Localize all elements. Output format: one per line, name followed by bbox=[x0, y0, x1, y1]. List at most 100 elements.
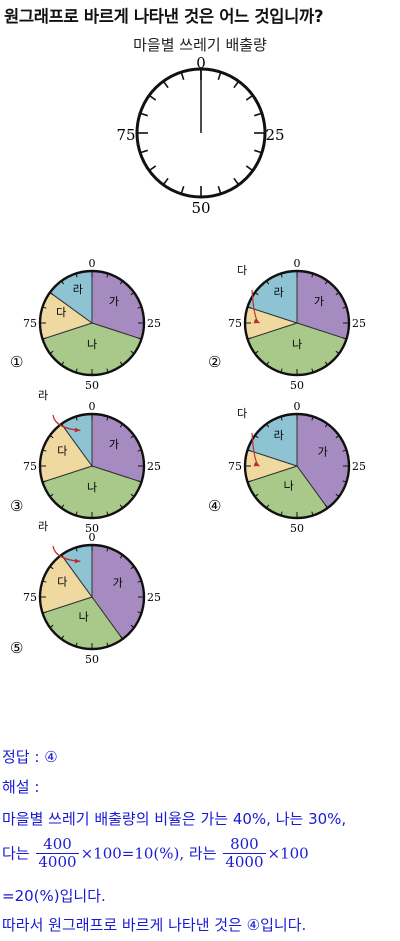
pie-scale-label-left: 75 bbox=[23, 317, 37, 330]
pie-scale-label-top: 0 bbox=[294, 257, 301, 270]
pie-tick bbox=[137, 306, 142, 309]
slice-label-ga: 가 bbox=[109, 295, 119, 308]
scale-tick bbox=[233, 177, 240, 186]
pie-tick bbox=[335, 493, 340, 497]
pie-tick bbox=[266, 423, 270, 428]
answer-label: 정답 : bbox=[2, 748, 40, 766]
pie-scale-label-left: 75 bbox=[228, 317, 242, 330]
pie-tick bbox=[106, 273, 109, 278]
pie-tick bbox=[247, 306, 252, 309]
pie-tick bbox=[342, 449, 347, 452]
scale-tick bbox=[245, 94, 254, 101]
pie-scale-label-right: 25 bbox=[147, 460, 161, 473]
explain-label: 해설 : bbox=[2, 778, 40, 796]
scale-tick bbox=[180, 186, 185, 195]
pie-tick bbox=[61, 504, 65, 509]
fraction-2-numerator: 800 bbox=[223, 835, 266, 855]
scale-label-75: 75 bbox=[116, 126, 135, 144]
pie-tick bbox=[130, 350, 135, 354]
slice-label-da: 다 bbox=[56, 306, 66, 319]
pie-scale-label-bottom: 50 bbox=[290, 379, 304, 392]
pie-tick bbox=[324, 423, 328, 428]
pie-tick bbox=[280, 511, 283, 516]
pie-tick bbox=[335, 292, 340, 296]
slice-label-da: 다 bbox=[57, 575, 67, 588]
pie-tick bbox=[49, 624, 54, 628]
explain-line-3: =20(%)입니다. bbox=[2, 887, 106, 905]
choice-marker-4: ④ bbox=[208, 497, 221, 515]
pie-tick bbox=[137, 580, 142, 583]
scale-tick bbox=[162, 177, 169, 186]
pie-tick bbox=[75, 368, 78, 373]
explain-line-1: 마을별 쓰레기 배출량의 비율은 가는 40%, 나는 30%, bbox=[2, 810, 347, 828]
pie-tick bbox=[324, 504, 328, 509]
pie-tick bbox=[49, 493, 54, 497]
pie-tick bbox=[254, 493, 259, 497]
pie-tick bbox=[49, 292, 54, 296]
pie-tick bbox=[119, 504, 123, 509]
pie-scale-label-right: 25 bbox=[147, 591, 161, 604]
scale-tick bbox=[139, 112, 148, 117]
choice-marker-1: ① bbox=[10, 353, 23, 371]
scale-tick bbox=[217, 71, 222, 80]
pie-tick bbox=[75, 642, 78, 647]
choice-chart-1: 가나 다라0 25 50 75 ① bbox=[10, 257, 161, 392]
fraction-1-numerator: 400 bbox=[36, 835, 79, 855]
pie-scale-label-right: 25 bbox=[147, 317, 161, 330]
pie-tick bbox=[311, 273, 314, 278]
slice-label-na: 나 bbox=[79, 611, 89, 624]
pie-tick bbox=[49, 350, 54, 354]
pie-tick bbox=[106, 547, 109, 552]
pie-tick bbox=[311, 416, 314, 421]
fraction-1-denominator: 4000 bbox=[38, 853, 77, 872]
scale-tick bbox=[148, 94, 157, 101]
pie-tick bbox=[130, 493, 135, 497]
pie-scale-label-right: 25 bbox=[352, 317, 366, 330]
pie-scale-label-bottom: 50 bbox=[85, 379, 99, 392]
choice-marker-3: ③ bbox=[10, 497, 23, 515]
pie-scale-label-top: 0 bbox=[294, 400, 301, 413]
slice-label-na: 나 bbox=[292, 338, 302, 351]
answer-value: ④ bbox=[44, 748, 58, 766]
fraction-2-denominator: 4000 bbox=[225, 853, 264, 872]
slice-label-ga: 가 bbox=[318, 446, 328, 459]
pie-scale-label-top: 0 bbox=[89, 257, 96, 270]
scale-tick bbox=[245, 165, 254, 172]
pie-tick bbox=[137, 337, 142, 340]
pie-tick bbox=[280, 416, 283, 421]
pie-scale-label-left: 75 bbox=[23, 591, 37, 604]
pie-tick bbox=[335, 350, 340, 354]
pie-tick bbox=[137, 611, 142, 614]
pie-scale-label-left: 75 bbox=[228, 460, 242, 473]
choice-pies: 가나다라0255075①가나다라0255075②가나다라0255075③가나다라… bbox=[10, 257, 366, 666]
pie-tick bbox=[119, 423, 123, 428]
choice-marker-2: ② bbox=[208, 353, 221, 371]
answer-line: 정답 : ④ bbox=[2, 746, 58, 767]
pie-tick bbox=[61, 635, 65, 640]
pie-tick bbox=[61, 361, 65, 366]
chart-title: 마을별 쓰레기 배출량 bbox=[133, 36, 267, 54]
callout-arrowhead bbox=[253, 461, 260, 467]
pie-tick bbox=[61, 280, 65, 285]
pie-tick bbox=[335, 435, 340, 439]
pie-tick bbox=[119, 554, 123, 559]
empty-pie-scale: 0 25 50 75 bbox=[116, 54, 284, 217]
pie-tick bbox=[130, 435, 135, 439]
slice-label-da: 다 bbox=[57, 444, 67, 457]
pie-tick bbox=[266, 280, 270, 285]
scale-tick bbox=[254, 149, 263, 154]
pie-tick bbox=[130, 566, 135, 570]
slice-label-na: 나 bbox=[284, 480, 294, 493]
pie-tick bbox=[324, 280, 328, 285]
explain-line-2: 다는 400 4000 ×100=10(%), 라는 800 4000 ×100 bbox=[2, 835, 309, 872]
slice-label-na: 나 bbox=[87, 481, 97, 494]
scale-label-50: 50 bbox=[191, 199, 210, 217]
pie-tick bbox=[247, 449, 252, 452]
choice-chart-2: 가나 다라 0 25 50 75 ② bbox=[208, 257, 366, 392]
pie-tick bbox=[75, 511, 78, 516]
explain-line-2-mid: ×100=10(%), 라는 bbox=[80, 844, 217, 863]
pie-tick bbox=[106, 416, 109, 421]
callout-arrowhead bbox=[74, 427, 81, 433]
scale-tick bbox=[148, 165, 157, 172]
